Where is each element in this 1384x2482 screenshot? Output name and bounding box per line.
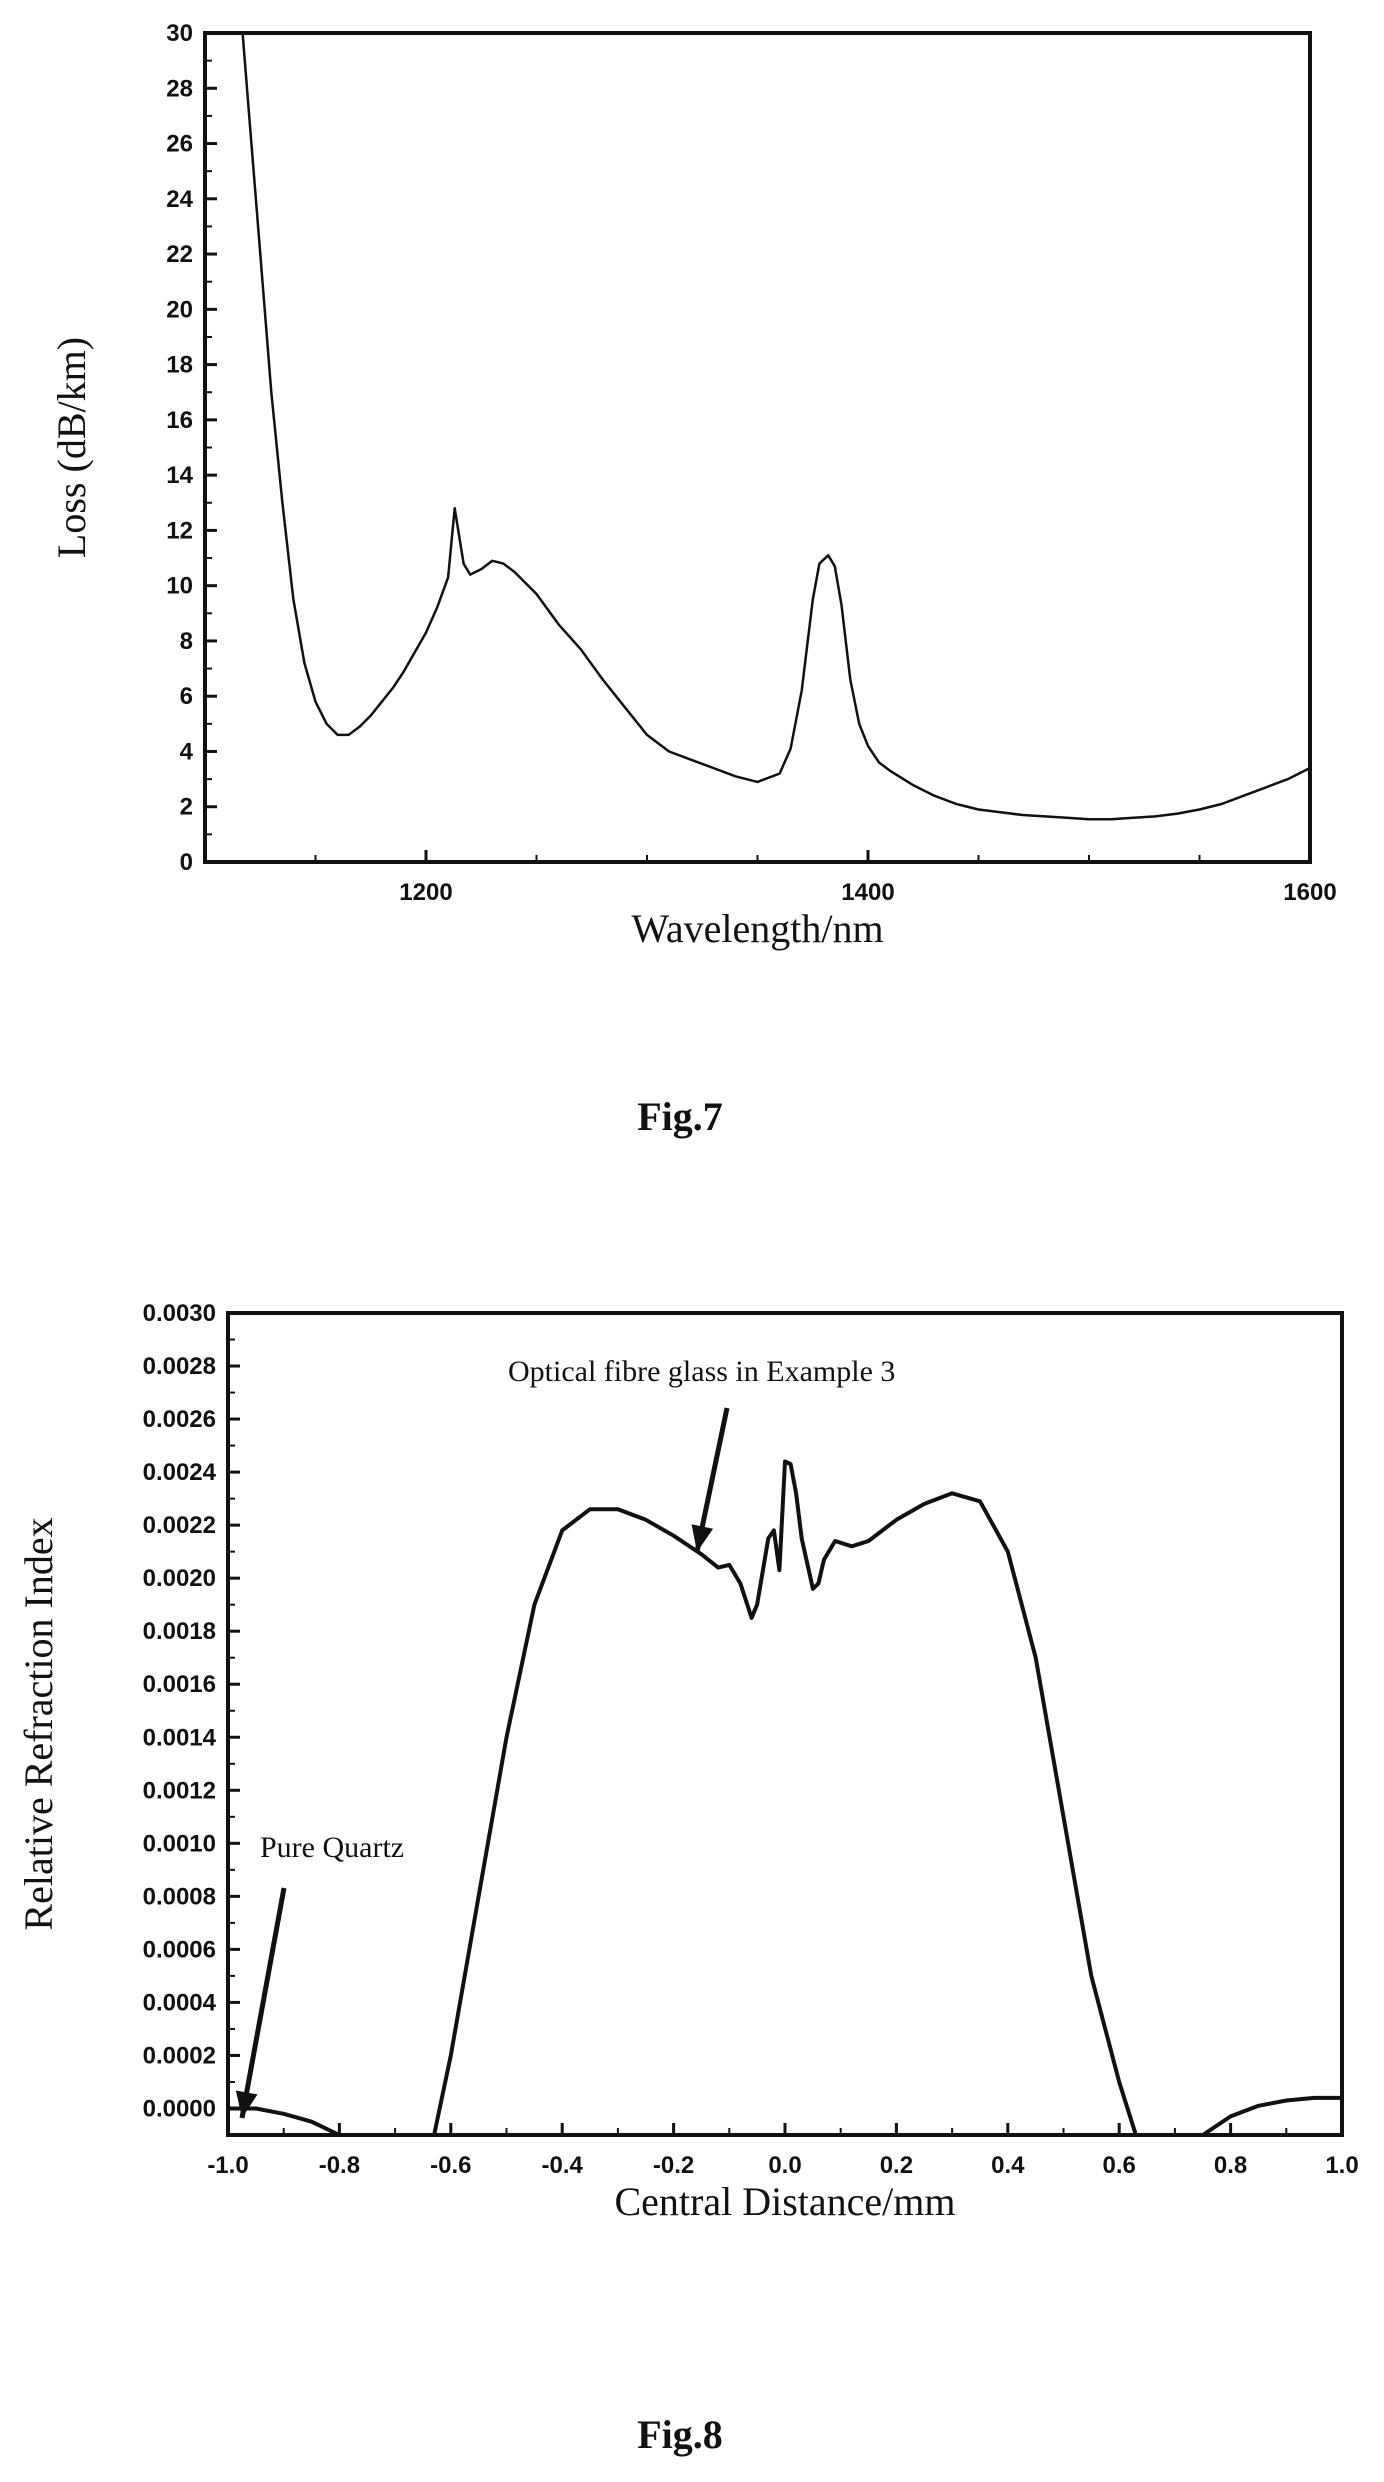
refraction-chart-y-tick-label: 0.0024 xyxy=(143,1459,217,1486)
loss-chart-plot-frame xyxy=(203,31,1312,864)
refraction-chart-y-tick-label: 0.0030 xyxy=(143,1300,216,1327)
annotation-arrow-pure-quartz xyxy=(239,1887,287,2119)
annotation-pure-quartz: Pure Quartz xyxy=(260,1831,404,1864)
refraction-chart-series-line xyxy=(1201,2095,1342,2137)
refraction-chart-x-tick-label: -0.4 xyxy=(542,2152,584,2179)
loss-chart-series-line xyxy=(241,32,1311,821)
refraction-chart-y-tick-label: 0.0022 xyxy=(143,1512,216,1539)
loss-chart-y-tick-label: 6 xyxy=(180,683,193,710)
refraction-chart-x-tick-label: 0.4 xyxy=(991,2152,1025,2179)
refraction-chart-y-tick-label: 0.0012 xyxy=(143,1777,216,1804)
annotation-arrowhead-optical-fibre xyxy=(691,1524,714,1552)
refraction-chart-ticks: 0.00000.00020.00040.00060.00080.00100.00… xyxy=(143,1300,1359,2179)
refraction-chart-x-tick-label: 0.6 xyxy=(1103,2152,1136,2179)
loss-chart-x-tick-label: 1600 xyxy=(1283,879,1336,906)
refraction-chart-x-tick-label: 0.0 xyxy=(768,2152,801,2179)
loss-chart-x-tick-label: 1400 xyxy=(841,879,894,906)
loss-chart-y-tick-label: 24 xyxy=(166,186,193,213)
refraction-index-chart: 0.00000.00020.00040.00060.00080.00100.00… xyxy=(16,1300,1359,2224)
refraction-chart-y-tick-label: 0.0004 xyxy=(143,1989,217,2016)
refraction-chart-y-axis-title: Relative Refraction Index xyxy=(16,1517,61,1930)
loss-chart-y-axis-title: Loss (dB/km) xyxy=(49,337,94,558)
refraction-chart-x-tick-label: 0.8 xyxy=(1214,2152,1247,2179)
refraction-chart-y-tick-label: 0.0010 xyxy=(143,1830,216,1857)
refraction-chart-x-tick-label: -0.8 xyxy=(319,2152,360,2179)
loss-chart-y-tick-label: 28 xyxy=(166,75,193,102)
loss-chart-y-tick-label: 12 xyxy=(166,517,193,544)
loss-chart-y-tick-label: 16 xyxy=(166,407,193,434)
loss-chart-y-tick-label: 0 xyxy=(180,849,193,876)
refraction-chart-x-tick-label: -0.6 xyxy=(430,2152,471,2179)
annotation-optical-fibre-glass: Optical fibre glass in Example 3 xyxy=(508,1355,895,1388)
loss-chart-y-tick-label: 2 xyxy=(180,794,193,821)
refraction-chart-y-tick-label: 0.0020 xyxy=(143,1565,216,1592)
loss-chart-y-tick-label: 26 xyxy=(166,131,193,158)
refraction-chart-y-tick-label: 0.0002 xyxy=(143,2042,216,2069)
refraction-chart-y-tick-label: 0.0006 xyxy=(143,1936,216,1963)
refraction-chart-y-tick-label: 0.0016 xyxy=(143,1671,216,1698)
loss-chart-y-tick-label: 20 xyxy=(166,296,193,323)
refraction-chart-x-tick-label: -1.0 xyxy=(207,2152,248,2179)
refraction-chart-series-line xyxy=(432,1459,1138,2136)
loss-chart-y-tick-label: 30 xyxy=(166,20,193,47)
refraction-chart-y-tick-label: 0.0000 xyxy=(143,2095,216,2122)
refraction-chart-y-tick-label: 0.0008 xyxy=(143,1883,216,1910)
refraction-chart-y-tick-label: 0.0014 xyxy=(143,1724,217,1751)
refraction-chart-plot-frame xyxy=(226,1311,1344,2137)
loss-chart-y-tick-label: 8 xyxy=(180,628,193,655)
loss-chart-y-tick-label: 4 xyxy=(180,738,194,765)
refraction-chart-x-axis-title: Central Distance/mm xyxy=(614,2179,955,2224)
loss-chart-series xyxy=(241,32,1311,821)
refraction-chart-y-tick-label: 0.0028 xyxy=(143,1353,216,1380)
refraction-chart-x-tick-label: 0.2 xyxy=(880,2152,913,2179)
refraction-chart-series xyxy=(228,1459,1342,2137)
refraction-chart-y-tick-label: 0.0018 xyxy=(143,1618,216,1645)
loss-chart-y-tick-label: 22 xyxy=(166,241,193,268)
refraction-chart-x-tick-label: -0.2 xyxy=(653,2152,694,2179)
loss-chart-x-tick-label: 1200 xyxy=(399,879,452,906)
loss-chart-y-tick-label: 18 xyxy=(166,352,193,379)
annotation-arrowhead-pure-quartz xyxy=(235,2090,258,2118)
refraction-chart-y-tick-label: 0.0026 xyxy=(143,1406,216,1433)
refraction-chart-x-tick-label: 1.0 xyxy=(1325,2152,1358,2179)
loss-chart-x-axis-title: Wavelength/nm xyxy=(631,906,883,951)
loss-chart-y-tick-label: 10 xyxy=(166,573,193,600)
loss-chart-y-tick-label: 14 xyxy=(166,462,193,489)
figure-8-caption: Fig.8 xyxy=(637,2412,723,2457)
figure-7-caption: Fig.7 xyxy=(637,1094,723,1139)
